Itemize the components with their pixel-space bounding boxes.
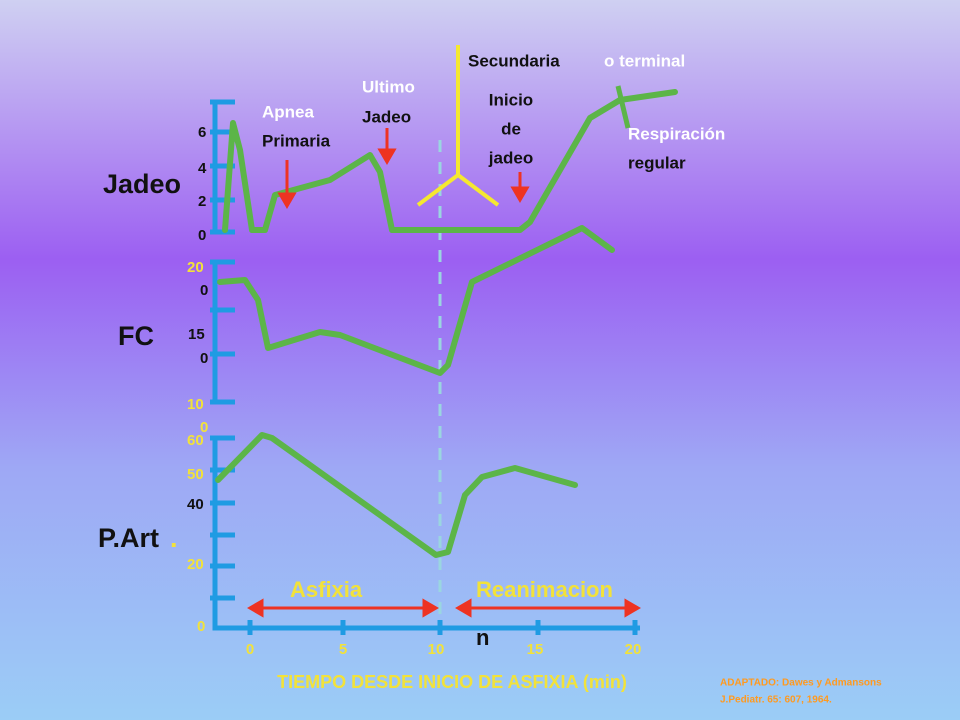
tick-label: 0 [200, 282, 208, 299]
panel-label: Jadeo [103, 169, 181, 199]
annotations: Secundaria o terminal Ultimo Jadeo Inici… [262, 51, 725, 649]
tick-cross [615, 85, 631, 129]
tick-label: 10 [187, 396, 204, 413]
tick-label: 15 [527, 641, 544, 658]
source: J.Pediatr. 65: 607, 1964. [720, 695, 832, 706]
tick-label: 15 [188, 326, 205, 343]
tick-label: 4 [198, 160, 207, 177]
axes [210, 99, 640, 635]
tick-label: 40 [187, 496, 204, 513]
annotation: de [501, 119, 521, 138]
annotation: Primaria [262, 131, 331, 150]
tick-label: 0 [197, 618, 205, 635]
x-ticks: 0 5 10 15 20 [246, 641, 642, 658]
tick-label: 0 [246, 641, 254, 658]
annotation: Jadeo [362, 107, 411, 126]
tick-label: 20 [187, 556, 204, 573]
tick-label: 20 [187, 259, 204, 276]
annotation: Asfixia [290, 577, 363, 602]
y-ticks: 6 4 2 0 20 0 15 0 10 0 60 50 40 20 0 [187, 124, 208, 635]
part-curve [215, 432, 578, 558]
tick-label: 0 [200, 419, 208, 436]
tick-label: 10 [428, 641, 445, 658]
tick-label: 5 [339, 641, 347, 658]
annotation: Inicio [489, 90, 533, 109]
jadeo-axis [210, 99, 235, 235]
source: ADAPTADO: Dawes y Admansons [720, 678, 882, 689]
tick-label: 6 [198, 124, 206, 141]
annotation: Ultimo [362, 77, 415, 96]
panel-labels: Jadeo FC P.Art . [98, 169, 181, 553]
annotation: Apnea [262, 102, 315, 121]
annotation: jadeo [488, 148, 533, 167]
panel-label: P.Art [98, 523, 159, 553]
tick-label: 50 [187, 466, 204, 483]
annotation: o terminal [604, 51, 685, 70]
tick-label: 2 [198, 193, 206, 210]
arrows [247, 128, 641, 618]
branch [416, 45, 500, 207]
annotation: regular [628, 153, 686, 172]
tick-label: 0 [200, 350, 208, 367]
x-axis-label: TIEMPO DESDE INICIO DE ASFIXIA (min) [277, 672, 627, 692]
fc-axis [210, 259, 235, 405]
annotation: Reanimacion [476, 577, 613, 602]
tick-label: 0 [198, 227, 206, 244]
annotation: Respiración [628, 124, 725, 143]
fc-curve [217, 225, 615, 376]
annotation: Secundaria [468, 51, 560, 70]
tick-label: 60 [187, 432, 204, 449]
tick-label: 20 [625, 641, 642, 658]
panel-label-dot: . [170, 523, 178, 553]
panel-label: FC [118, 321, 154, 351]
part-axis [210, 435, 640, 635]
annotation: n [476, 625, 489, 650]
jadeo-curve [222, 89, 678, 233]
